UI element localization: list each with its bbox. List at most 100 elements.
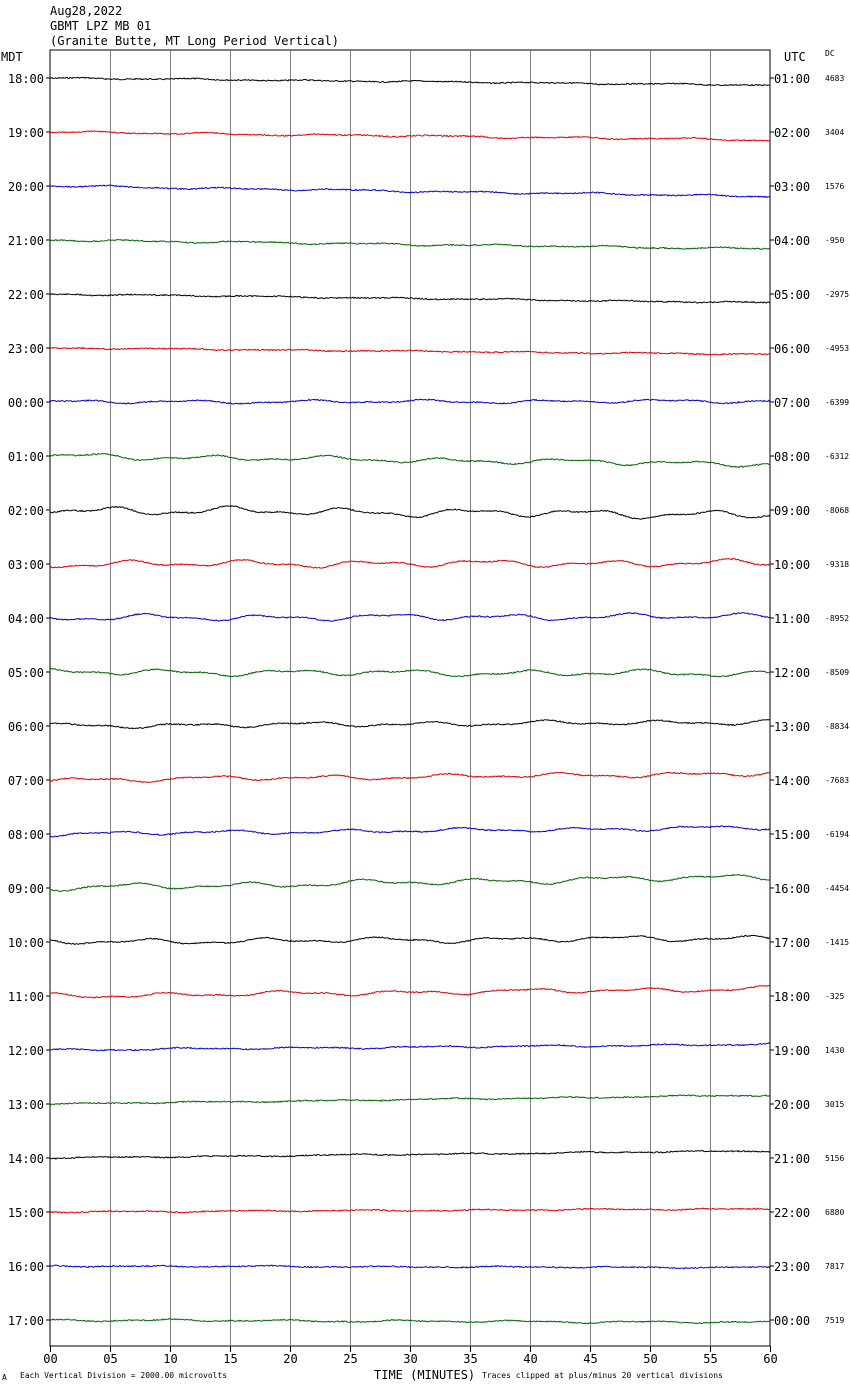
utc-time-label: 00:00 xyxy=(774,1314,810,1328)
mdt-label: MDT xyxy=(1,50,23,64)
seismic-trace xyxy=(49,611,771,623)
mdt-time-label: 16:00 xyxy=(8,1260,44,1274)
dc-offset-label: 3404 xyxy=(825,128,844,137)
mdt-time-label: 02:00 xyxy=(8,504,44,518)
x-tick-label: 45 xyxy=(583,1352,597,1366)
mdt-time-label: 01:00 xyxy=(8,450,44,464)
mdt-time-label: 09:00 xyxy=(8,882,44,896)
dc-offset-label: -8068 xyxy=(825,506,849,515)
x-tick-label: 20 xyxy=(283,1352,297,1366)
x-tick-label: 35 xyxy=(463,1352,477,1366)
dc-offset-label: 6880 xyxy=(825,1208,844,1217)
dc-offset-label: -6194 xyxy=(825,830,849,839)
seismic-trace xyxy=(49,293,771,304)
dc-offset-label: -6312 xyxy=(825,452,849,461)
utc-time-label: 03:00 xyxy=(774,180,810,194)
utc-time-label: 10:00 xyxy=(774,558,810,572)
seismic-trace xyxy=(49,771,771,783)
seismic-trace xyxy=(50,873,771,893)
mdt-time-label: 08:00 xyxy=(8,828,44,842)
dc-offset-label: 4683 xyxy=(825,74,844,83)
x-tick-label: 00 xyxy=(43,1352,57,1366)
dc-offset-label: -950 xyxy=(825,236,844,245)
utc-label: UTC xyxy=(784,50,806,64)
seismic-trace xyxy=(49,1149,771,1160)
seismic-trace xyxy=(49,398,771,405)
dc-offset-label: -9318 xyxy=(825,560,849,569)
seismic-trace xyxy=(49,346,771,356)
utc-time-label: 21:00 xyxy=(774,1152,810,1166)
utc-time-label: 13:00 xyxy=(774,720,810,734)
header-date: Aug28,2022 xyxy=(50,4,123,18)
dc-offset-label: 5156 xyxy=(825,1154,844,1163)
header-station: GBMT LPZ MB 01 xyxy=(50,19,152,33)
utc-time-label: 14:00 xyxy=(774,774,810,788)
utc-time-label: 09:00 xyxy=(774,504,810,518)
footer-mark: A xyxy=(2,1373,7,1382)
utc-time-label: 04:00 xyxy=(774,234,810,248)
utc-time-label: 15:00 xyxy=(774,828,810,842)
dc-offset-label: 3015 xyxy=(825,1100,844,1109)
utc-time-label: 17:00 xyxy=(774,936,810,950)
mdt-time-label: 10:00 xyxy=(8,936,44,950)
x-tick-label: 10 xyxy=(163,1352,177,1366)
dc-offset-label: -4953 xyxy=(825,344,849,353)
dc-offset-label: -1415 xyxy=(825,938,849,947)
mdt-time-label: 13:00 xyxy=(8,1098,44,1112)
mdt-time-label: 11:00 xyxy=(8,990,44,1004)
utc-time-label: 23:00 xyxy=(774,1260,810,1274)
dc-offset-label: -6399 xyxy=(825,398,849,407)
seismic-trace xyxy=(49,452,770,469)
dc-offset-label: 7519 xyxy=(825,1316,844,1325)
seismic-trace xyxy=(49,504,771,520)
utc-time-label: 08:00 xyxy=(774,450,810,464)
utc-time-label: 20:00 xyxy=(774,1098,810,1112)
mdt-time-label: 06:00 xyxy=(8,720,44,734)
x-tick-label: 55 xyxy=(703,1352,717,1366)
seismic-trace xyxy=(50,985,771,999)
seismic-trace xyxy=(49,238,771,250)
clip-note: Traces clipped at plus/minus 20 vertical… xyxy=(482,1371,723,1380)
dc-label: DC xyxy=(825,49,835,58)
x-tick-label: 15 xyxy=(223,1352,237,1366)
x-tick-label: 60 xyxy=(763,1352,777,1366)
dc-offset-label: 1430 xyxy=(825,1046,844,1055)
seismic-trace xyxy=(49,1264,771,1270)
utc-time-label: 06:00 xyxy=(774,342,810,356)
seismic-trace xyxy=(49,1318,771,1325)
seismic-trace xyxy=(49,130,770,142)
mdt-time-label: 19:00 xyxy=(8,126,44,140)
x-tick-label: 05 xyxy=(103,1352,117,1366)
dc-offset-label: 1576 xyxy=(825,182,844,191)
mdt-time-label: 07:00 xyxy=(8,774,44,788)
mdt-time-label: 03:00 xyxy=(8,558,44,572)
header-location: (Granite Butte, MT Long Period Vertical) xyxy=(50,34,339,48)
x-tick-label: 30 xyxy=(403,1352,417,1366)
utc-time-label: 02:00 xyxy=(774,126,810,140)
mdt-time-label: 04:00 xyxy=(8,612,44,626)
utc-time-label: 01:00 xyxy=(774,72,810,86)
dc-offset-label: -325 xyxy=(825,992,844,1001)
seismic-trace xyxy=(49,934,771,945)
seismic-trace xyxy=(49,719,771,730)
mdt-time-label: 22:00 xyxy=(8,288,44,302)
utc-time-label: 12:00 xyxy=(774,666,810,680)
seismic-trace xyxy=(49,825,771,838)
x-tick-label: 40 xyxy=(523,1352,537,1366)
seismic-trace xyxy=(50,76,771,87)
scale-note: Each Vertical Division = 2000.00 microvo… xyxy=(20,1371,228,1380)
mdt-time-label: 00:00 xyxy=(8,396,44,410)
seismic-trace xyxy=(49,1042,771,1052)
x-axis-title: TIME (MINUTES) xyxy=(374,1368,476,1382)
dc-offset-label: -8509 xyxy=(825,668,849,677)
utc-time-label: 18:00 xyxy=(774,990,810,1004)
mdt-time-label: 14:00 xyxy=(8,1152,44,1166)
mdt-time-label: 17:00 xyxy=(8,1314,44,1328)
utc-time-label: 19:00 xyxy=(774,1044,810,1058)
dc-offset-label: -2975 xyxy=(825,290,849,299)
mdt-time-label: 18:00 xyxy=(8,72,44,86)
seismic-trace xyxy=(49,1207,771,1214)
seismic-trace xyxy=(49,667,771,678)
dc-offset-label: 7817 xyxy=(825,1262,844,1271)
mdt-time-label: 20:00 xyxy=(8,180,44,194)
